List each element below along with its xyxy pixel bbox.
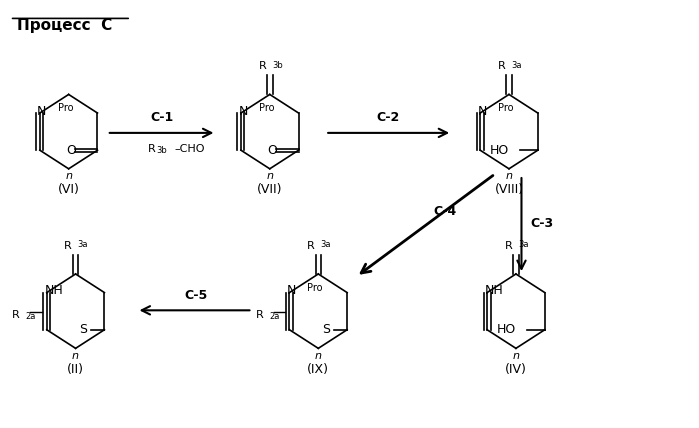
Text: Pro: Pro	[308, 282, 323, 292]
Text: n: n	[315, 351, 322, 361]
Text: S: S	[322, 323, 331, 336]
Text: n: n	[65, 171, 72, 181]
Text: C-5: C-5	[184, 288, 207, 302]
Text: 3b: 3b	[157, 146, 168, 155]
Text: C-1: C-1	[150, 111, 173, 124]
Text: NH: NH	[484, 284, 503, 297]
Text: (II): (II)	[67, 363, 84, 376]
Text: Процесс  С: Процесс С	[17, 18, 112, 33]
Text: (VIII): (VIII)	[494, 184, 524, 196]
Text: O: O	[66, 144, 76, 157]
Text: n: n	[72, 351, 79, 361]
Text: R: R	[64, 241, 72, 251]
Text: n: n	[505, 171, 512, 181]
Text: R: R	[147, 143, 155, 154]
Text: R: R	[11, 309, 19, 320]
Text: Pro: Pro	[259, 103, 275, 113]
Text: N: N	[37, 105, 47, 118]
Text: 3a: 3a	[518, 241, 528, 250]
Text: 3a: 3a	[320, 241, 331, 250]
Text: Pro: Pro	[498, 103, 514, 113]
Text: R: R	[259, 61, 266, 71]
Text: HO: HO	[489, 144, 509, 157]
Text: Pro: Pro	[58, 103, 73, 113]
Text: R: R	[498, 61, 505, 71]
Text: NH: NH	[44, 284, 63, 297]
Text: N: N	[238, 105, 247, 118]
Text: 3a: 3a	[511, 61, 521, 70]
Text: (VII): (VII)	[257, 184, 282, 196]
Text: 2a: 2a	[269, 312, 280, 321]
Text: (VI): (VI)	[58, 184, 80, 196]
Text: C-4: C-4	[433, 205, 457, 218]
Text: R: R	[505, 241, 512, 251]
Text: C-2: C-2	[377, 111, 400, 124]
Text: 2a: 2a	[25, 312, 36, 321]
Text: (IV): (IV)	[505, 363, 527, 376]
Text: N: N	[287, 284, 296, 297]
Text: (IX): (IX)	[308, 363, 329, 376]
Text: C-3: C-3	[531, 217, 554, 230]
Text: S: S	[80, 323, 87, 336]
Text: 3b: 3b	[272, 61, 282, 70]
Text: R: R	[255, 309, 264, 320]
Text: N: N	[477, 105, 487, 118]
Text: n: n	[266, 171, 273, 181]
Text: –CHO: –CHO	[175, 144, 206, 155]
Text: 3a: 3a	[78, 241, 88, 250]
Text: n: n	[512, 351, 519, 361]
Text: HO: HO	[496, 323, 516, 336]
Text: O: O	[267, 144, 278, 157]
Text: R: R	[307, 241, 315, 251]
